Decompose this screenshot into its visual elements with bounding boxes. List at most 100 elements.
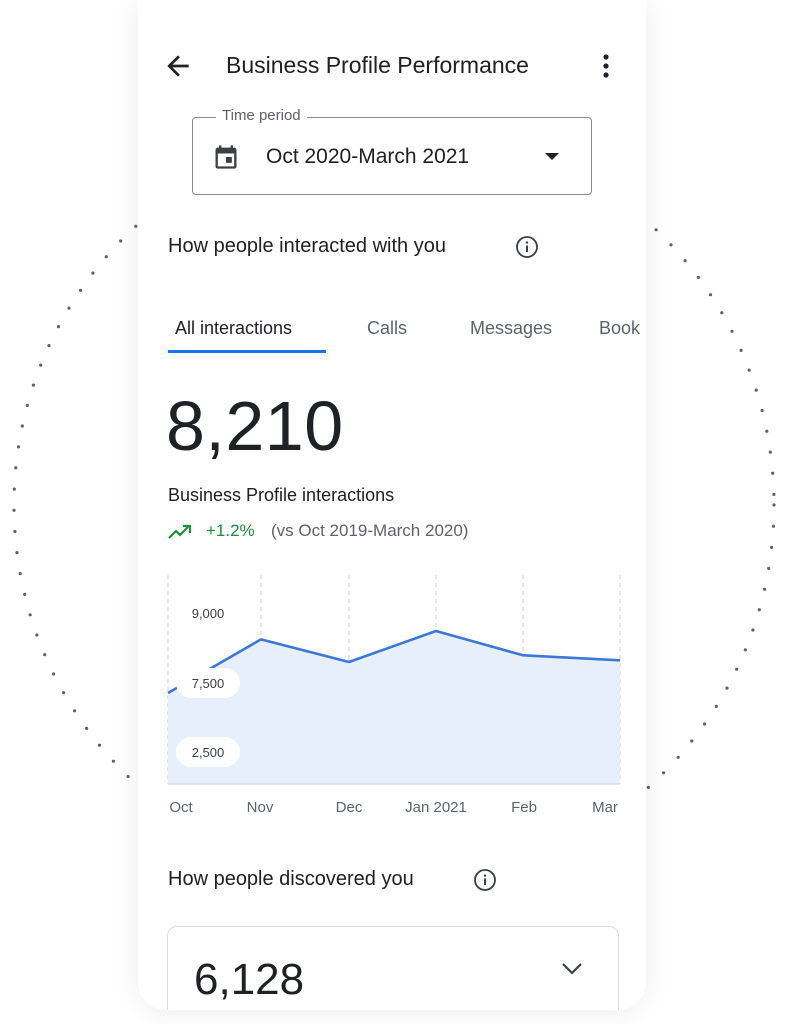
background-dot — [757, 608, 761, 612]
background-dot — [73, 709, 77, 713]
more-options-button[interactable] — [596, 50, 616, 82]
background-dot — [714, 704, 718, 709]
background-dot — [720, 311, 724, 315]
info-icon[interactable] — [473, 868, 497, 892]
background-dot — [743, 648, 747, 652]
expand-more-icon[interactable] — [561, 962, 583, 976]
y-tick-label: 2,500 — [192, 745, 225, 760]
background-dot — [751, 628, 755, 632]
background-dot — [23, 592, 27, 597]
x-tick-label: Jan 2021 — [405, 799, 467, 816]
background-dot — [28, 613, 32, 617]
background-dot — [35, 633, 39, 637]
arrow-back-icon — [167, 55, 189, 77]
background-dot — [767, 566, 771, 571]
background-dot — [739, 348, 743, 352]
background-dot — [730, 329, 734, 333]
background-dot — [67, 306, 71, 310]
app-header: Business Profile Performance — [138, 0, 646, 130]
background-dot — [772, 503, 776, 507]
background-dot — [12, 487, 16, 491]
x-tick-label: Mar — [592, 799, 618, 816]
background-dot — [56, 325, 61, 329]
chart-series-line — [167, 629, 621, 695]
background-dot — [770, 545, 774, 550]
background-dot — [14, 466, 18, 470]
background-dot — [39, 363, 43, 367]
background-dot — [16, 445, 21, 449]
background-dot — [12, 508, 16, 512]
time-period-label: Time period — [216, 107, 307, 124]
background-dot — [708, 293, 713, 297]
background-dot — [754, 388, 758, 392]
interactions-chart: 9,000 7,500 2,500 Oct Nov Dec Jan 2021 Feb Mar — [167, 575, 621, 816]
interactions-section-title: How people interacted with you — [168, 235, 446, 257]
background-dot — [760, 408, 764, 413]
background-dot — [43, 653, 47, 657]
dropdown-arrow-icon — [545, 153, 559, 160]
background-dot — [771, 471, 775, 475]
background-dot — [18, 572, 22, 576]
background-dot — [47, 344, 51, 348]
background-dot — [52, 672, 56, 676]
background-dot — [765, 429, 769, 433]
background-dot — [31, 383, 35, 387]
tab-messages[interactable]: Messages — [470, 318, 553, 338]
calendar-icon — [215, 145, 237, 169]
background-dot — [763, 587, 767, 591]
chart-area-fill — [168, 631, 620, 784]
background-dot — [134, 224, 138, 228]
interactions-total: 8,210 — [166, 387, 344, 465]
background-dot — [702, 722, 707, 726]
background-dot — [646, 785, 650, 790]
background-dot — [690, 739, 694, 743]
x-tick-label: Nov — [247, 799, 274, 816]
background-dot — [771, 524, 776, 528]
y-tick-label: 7,500 — [192, 676, 225, 691]
y-tick-pill — [176, 737, 240, 767]
background-dot — [111, 759, 115, 763]
x-tick-label: Oct — [169, 799, 193, 816]
background-dot — [696, 275, 700, 279]
y-tick-pill — [176, 668, 240, 698]
tab-bookings[interactable]: Book — [599, 318, 641, 338]
more-vert-icon — [603, 54, 609, 78]
background-dot — [126, 774, 130, 779]
back-button[interactable] — [162, 50, 194, 82]
background-dot — [676, 755, 680, 759]
background-dot — [85, 726, 89, 731]
background-dot — [747, 368, 751, 372]
background-dot — [13, 529, 17, 534]
trend-percentage: +1.2% — [206, 521, 255, 540]
discovery-total: 6,128 — [194, 955, 305, 1004]
interactions-total-label: Business Profile interactions — [168, 485, 395, 505]
x-tick-label: Feb — [511, 799, 537, 816]
background-dot — [62, 691, 66, 695]
background-dot — [683, 259, 687, 263]
discovery-card[interactable] — [167, 926, 619, 1010]
background-dot — [91, 271, 95, 275]
info-icon[interactable] — [515, 235, 539, 259]
background-dot — [119, 239, 123, 243]
background-dot — [97, 743, 102, 747]
background-dot — [25, 403, 29, 407]
background-dot — [104, 255, 108, 259]
phone-screen: Business Profile Performance Time period… — [138, 0, 646, 1010]
trend-comparison-period: (vs Oct 2019-March 2020) — [271, 521, 469, 540]
background-dot — [772, 492, 776, 496]
background-dot — [735, 667, 739, 671]
background-dot — [20, 424, 24, 428]
background-dot — [662, 771, 666, 775]
trending-up-icon — [168, 524, 192, 539]
background-dot — [669, 243, 673, 247]
time-period-select[interactable] — [192, 117, 592, 195]
y-tick-label: 9,000 — [192, 606, 225, 621]
x-tick-label: Dec — [336, 799, 363, 816]
background-dot — [15, 551, 19, 555]
tab-calls[interactable]: Calls — [367, 318, 408, 338]
discovery-section-title: How people discovered you — [168, 868, 414, 890]
tab-all-interactions[interactable]: All interactions — [175, 318, 293, 338]
background-dot — [654, 228, 658, 232]
background-dot — [768, 450, 772, 454]
